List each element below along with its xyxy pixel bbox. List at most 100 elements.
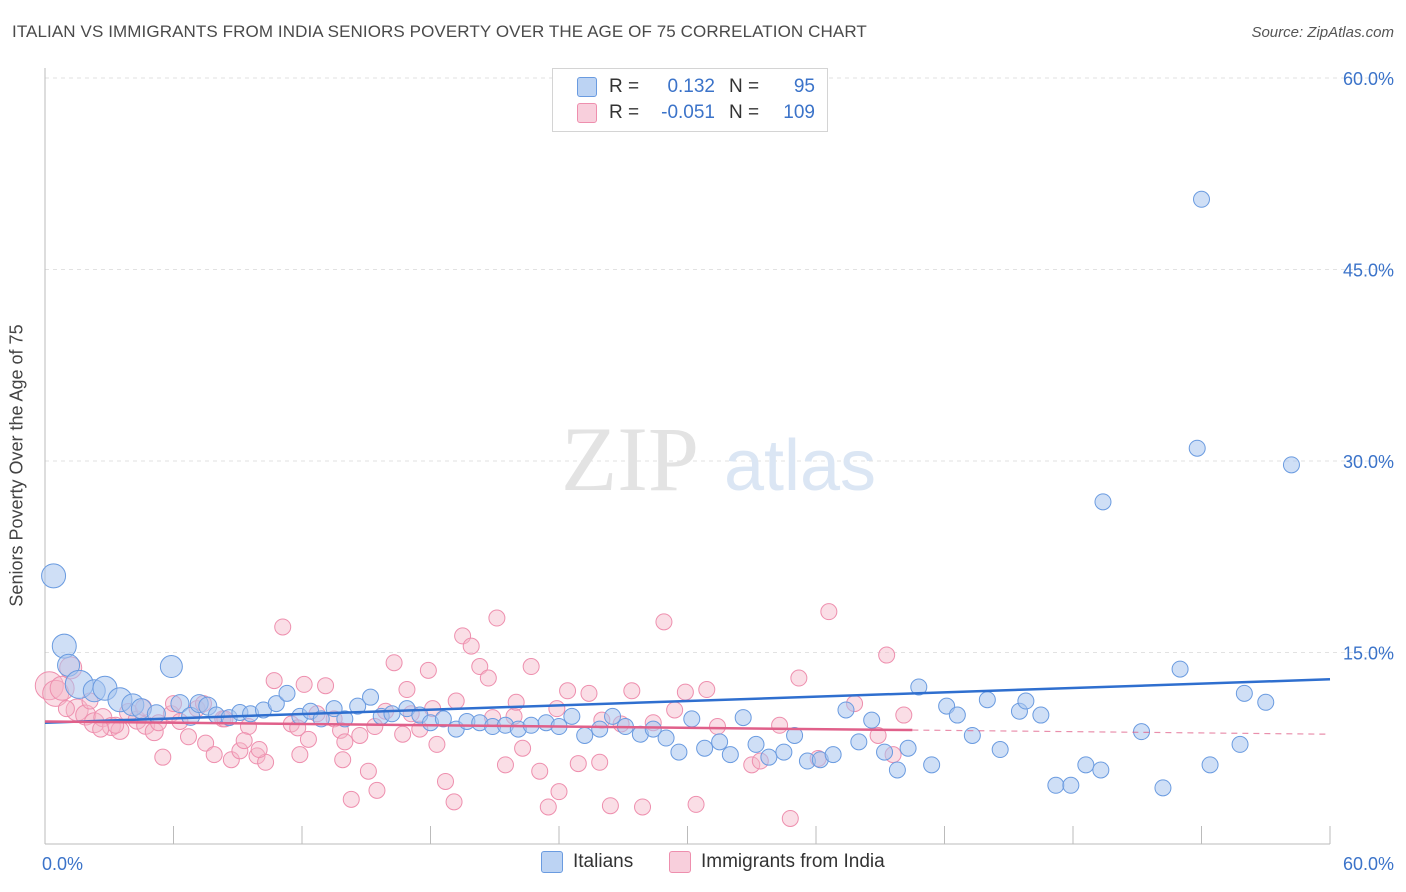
point-india [265, 672, 283, 690]
point-italians [670, 743, 688, 761]
point-india [428, 735, 446, 753]
point-india [317, 677, 335, 695]
point-india [368, 781, 386, 799]
point-india [295, 675, 313, 693]
point-italians [383, 705, 401, 723]
grid-lines [45, 77, 1394, 653]
point-italians [1154, 779, 1172, 797]
point-india [351, 726, 369, 744]
point-india [698, 681, 716, 699]
point-india [591, 753, 609, 771]
point-india [569, 755, 587, 773]
point-italians [963, 726, 981, 744]
legend-r-value: -0.051 [661, 102, 715, 123]
point-india [462, 637, 480, 655]
source-label: Source: ZipAtlas.com [1251, 24, 1394, 41]
point-india [550, 783, 568, 801]
legend-n-label: N = [729, 102, 760, 123]
legend-item-india[interactable]: Immigrants from India [669, 851, 885, 873]
watermark: ZIP atlas [561, 408, 876, 510]
x-tick-labels: 0.0% 60.0% [42, 854, 1394, 874]
point-italians [51, 633, 77, 659]
point-india [385, 654, 403, 672]
legend-label-india: Immigrants from India [701, 851, 885, 872]
point-italians [1062, 776, 1080, 794]
point-italians [910, 678, 928, 696]
point-india [580, 684, 598, 702]
point-india [687, 795, 705, 813]
point-italians [711, 733, 729, 751]
legend-n-value: 109 [783, 102, 815, 123]
point-italians [563, 707, 581, 725]
point-india [548, 700, 566, 718]
trend-line-india [44, 720, 913, 732]
trend-lines [44, 678, 1331, 735]
point-italians [923, 756, 941, 774]
y-tick-label: 60.0% [1343, 69, 1394, 89]
point-india [154, 748, 172, 766]
point-india [708, 718, 726, 736]
point-italians [1171, 660, 1189, 678]
point-italians [604, 707, 622, 725]
point-india [514, 739, 532, 757]
point-italians [747, 735, 765, 753]
point-india [522, 658, 540, 676]
legend-swatch-india [577, 103, 597, 123]
point-italians [837, 701, 855, 719]
point-india [248, 747, 266, 765]
point-italians [41, 563, 67, 589]
point-italians [278, 684, 296, 702]
point-italians [159, 655, 183, 679]
point-italians [978, 691, 996, 709]
point-italians [1231, 735, 1249, 753]
series-india-points [34, 603, 913, 827]
stats-legend: R = 0.132 N = 95 R = -0.051 N = 109 [552, 68, 828, 132]
point-italians [1032, 706, 1050, 724]
axes [44, 68, 1331, 845]
point-italians [1257, 693, 1275, 711]
point-italians [1092, 761, 1110, 779]
point-india [445, 793, 463, 811]
point-italians [349, 697, 367, 715]
point-italians [170, 694, 190, 714]
point-india [559, 682, 577, 700]
x-tick-label: 60.0% [1343, 854, 1394, 874]
point-india [771, 716, 789, 734]
point-italians [312, 710, 330, 728]
point-india [479, 669, 497, 687]
y-tick-labels: 15.0% 30.0% 45.0% 60.0% [1343, 69, 1394, 664]
legend-n-value: 95 [793, 76, 815, 97]
point-italians [1188, 439, 1206, 457]
point-india [250, 741, 268, 759]
point-india [336, 733, 354, 751]
point-italians [824, 746, 842, 764]
point-india [790, 669, 808, 687]
legend-r-label: R = [609, 76, 640, 97]
point-india [436, 772, 454, 790]
point-india [634, 798, 652, 816]
point-india [781, 809, 799, 827]
point-india [419, 661, 437, 679]
legend-row-india: R = -0.051 N = 109 [577, 101, 815, 125]
point-india [531, 762, 549, 780]
point-italians [644, 720, 662, 738]
watermark-atlas: atlas [724, 426, 876, 506]
point-india [235, 732, 253, 750]
legend-swatch-italians [541, 851, 563, 873]
legend-row-italians: R = 0.132 N = 95 [577, 75, 815, 99]
legend-item-italians[interactable]: Italians [541, 851, 633, 873]
point-italians [786, 726, 804, 744]
legend-swatch-italians [577, 77, 597, 97]
point-india [895, 706, 913, 724]
x-tick-label: 0.0% [42, 854, 83, 874]
point-india [299, 730, 317, 748]
point-india [291, 746, 309, 764]
series-legend: Italians Immigrants from India [0, 851, 1406, 877]
point-italians [721, 746, 739, 764]
point-italians [1201, 756, 1219, 774]
point-india [222, 751, 240, 769]
point-india [342, 790, 360, 808]
point-india [820, 603, 838, 621]
point-india [666, 701, 684, 719]
